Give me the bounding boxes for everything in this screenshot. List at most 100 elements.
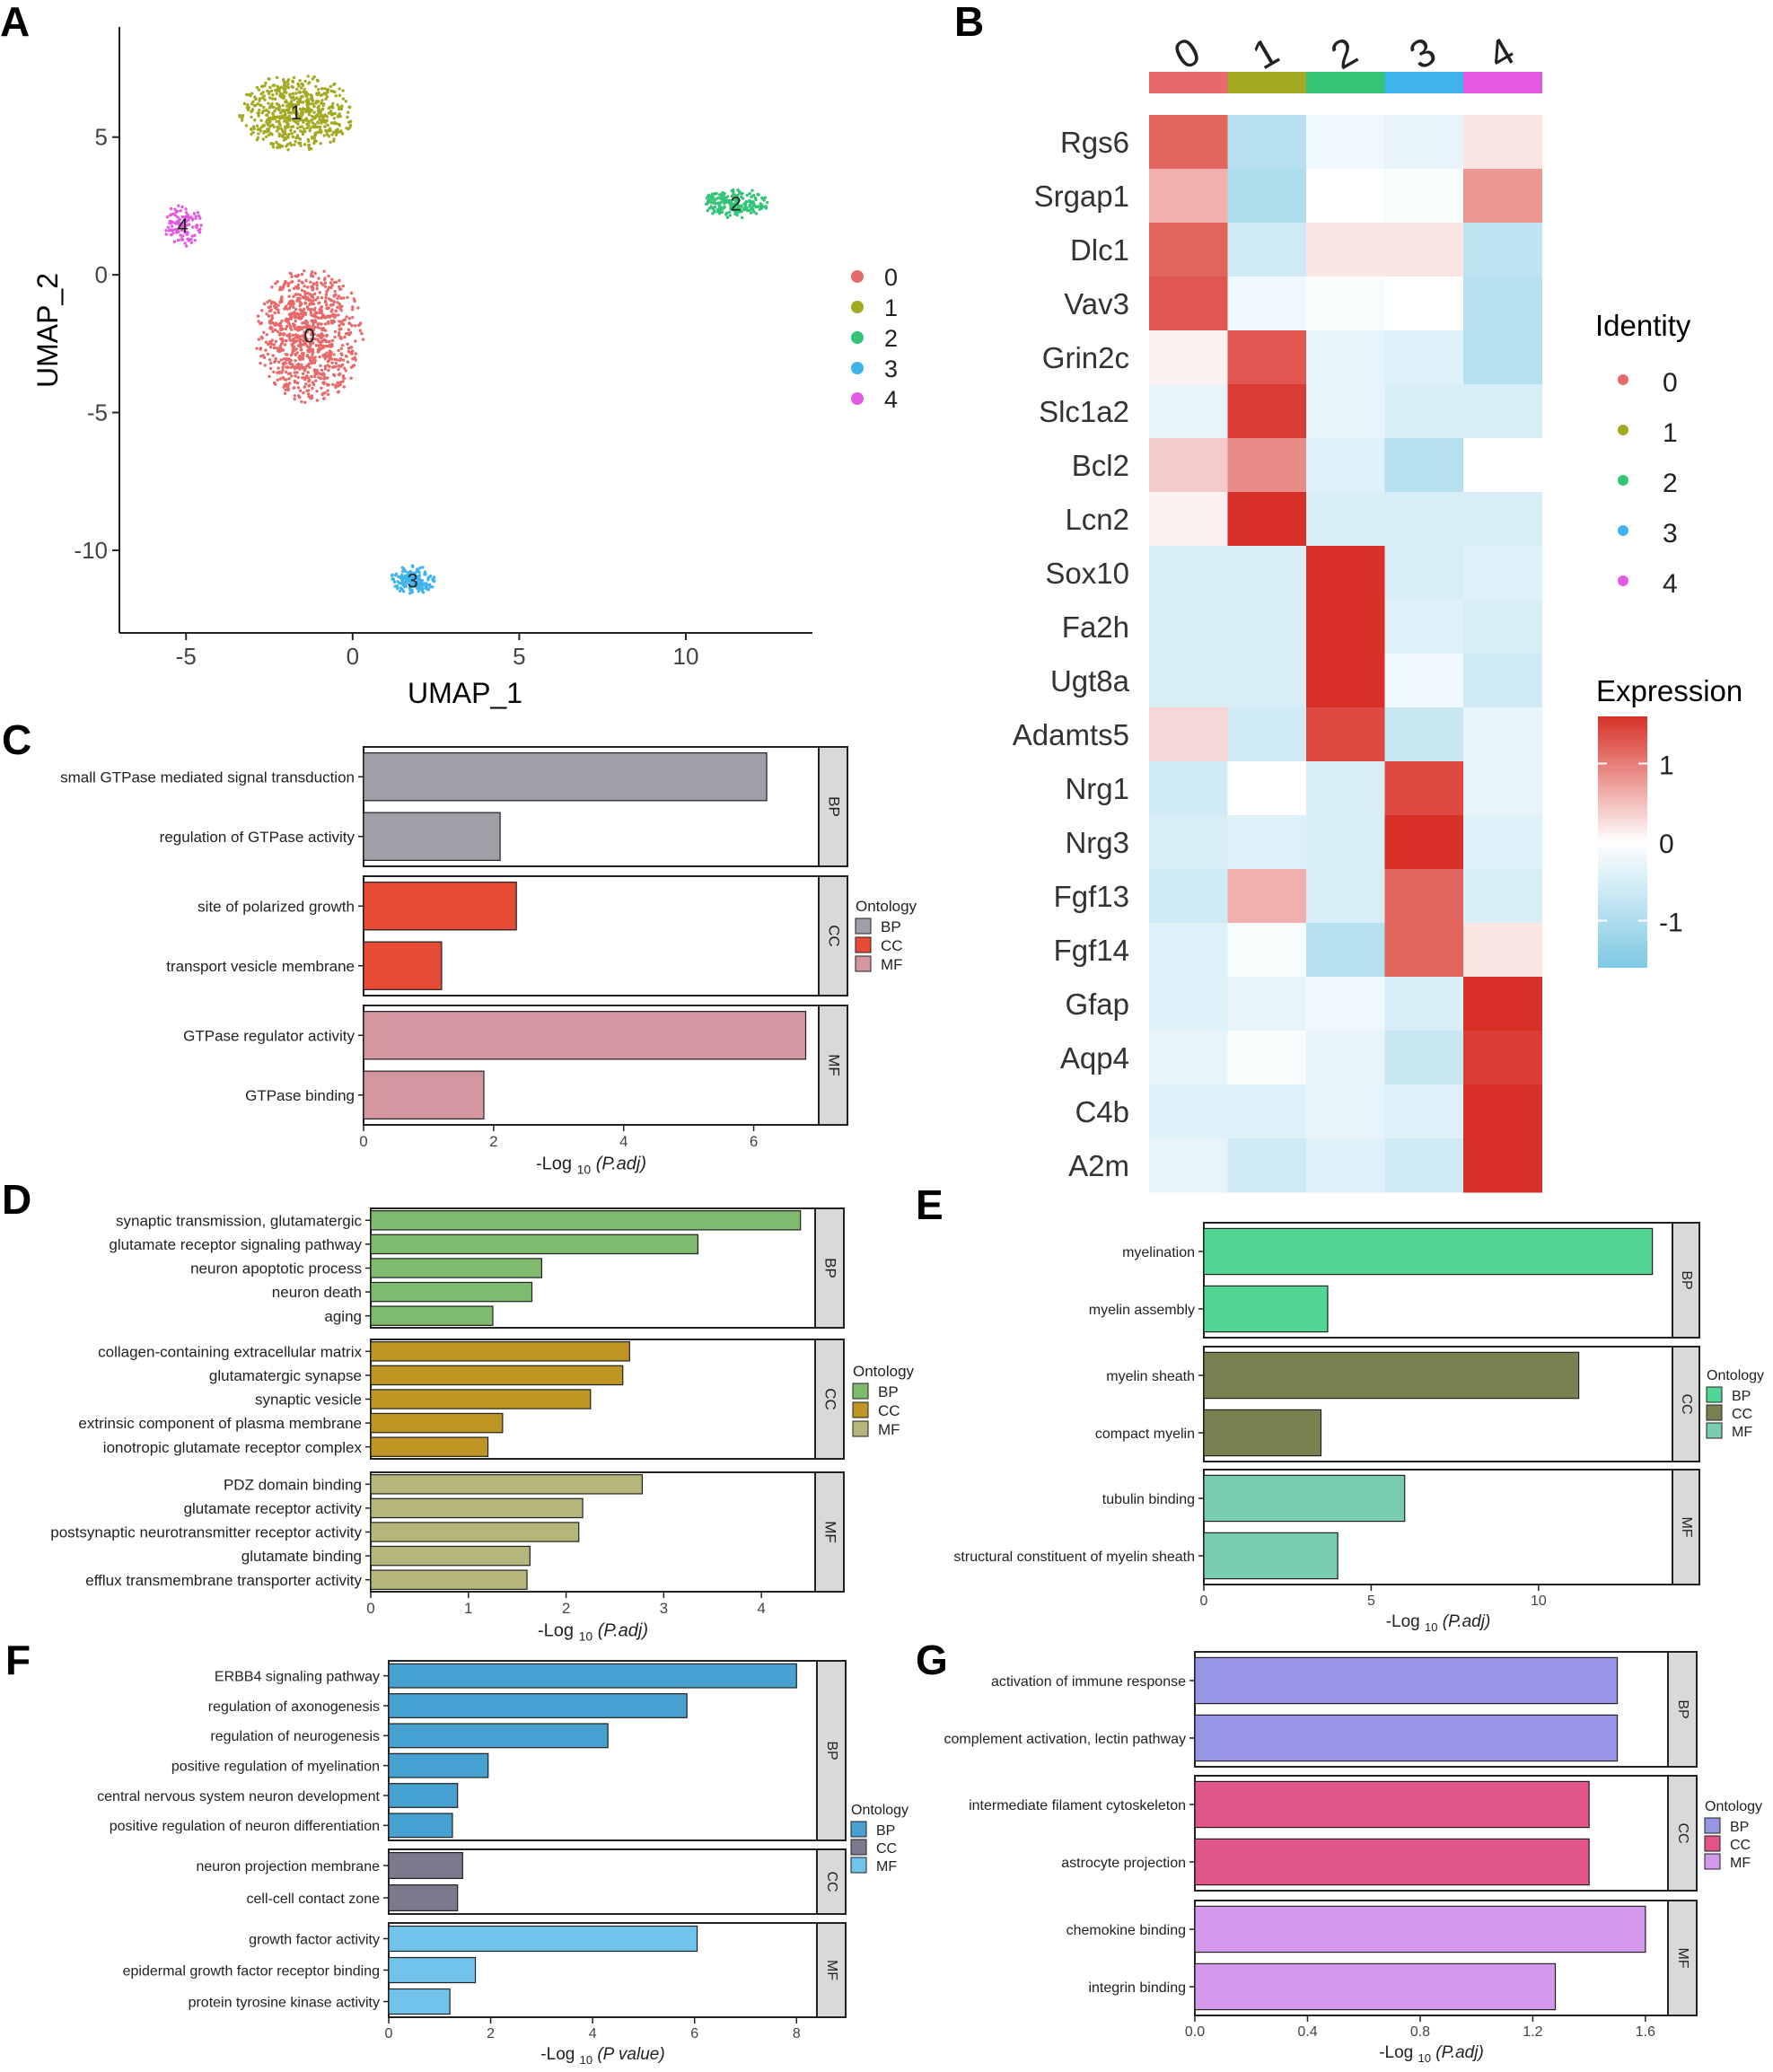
umap-point	[328, 339, 331, 343]
umap-point	[329, 84, 333, 89]
umap-point	[262, 302, 267, 306]
umap-y-tick-label: 5	[95, 124, 108, 151]
heatmap-row-label: Srgap1	[1034, 180, 1129, 213]
umap-point	[283, 119, 286, 123]
umap-point	[338, 381, 343, 384]
umap-point	[277, 322, 281, 326]
umap-point	[334, 280, 338, 285]
heatmap-cell	[1463, 546, 1542, 601]
ontology-legend-swatch	[1704, 1835, 1721, 1852]
umap-point	[344, 100, 347, 103]
go-bar	[363, 941, 443, 990]
heatmap-cell	[1227, 815, 1307, 870]
umap-point	[170, 224, 174, 228]
heatmap-cell	[1384, 330, 1464, 385]
umap-point	[333, 90, 337, 94]
umap-point	[277, 288, 282, 292]
umap-point	[740, 215, 744, 220]
go-bar	[370, 1305, 494, 1326]
umap-point	[329, 128, 332, 133]
ontology-legend-swatch	[1704, 1817, 1721, 1834]
ontology-legend-label: BP	[878, 1383, 899, 1400]
facet-strip-label: BP	[826, 796, 843, 817]
umap-point	[294, 319, 297, 323]
umap-point	[763, 205, 767, 208]
go-bar	[388, 1852, 463, 1880]
umap-point	[284, 125, 287, 128]
umap-point	[273, 311, 276, 315]
umap-point	[268, 91, 271, 94]
facet-strip	[814, 1207, 845, 1329]
umap-point	[267, 101, 270, 106]
umap-point	[320, 344, 325, 347]
go-bar	[1194, 1780, 1590, 1829]
go-term-label: glutamatergic synapse	[209, 1367, 362, 1384]
umap-point	[293, 143, 296, 146]
heatmap-row-label: Lcn2	[1065, 503, 1129, 536]
umap-point	[300, 288, 304, 293]
umap-point	[339, 337, 343, 340]
umap-point	[308, 302, 312, 305]
go-term-label: structural constituent of myelin sheath	[953, 1550, 1195, 1565]
heatmap-cell	[1384, 707, 1464, 762]
umap-point	[728, 199, 732, 203]
umap-point	[266, 122, 269, 126]
facet-strip-label: MF	[1679, 1516, 1694, 1537]
umap-point	[745, 206, 749, 210]
umap-point	[283, 343, 287, 347]
umap-point	[317, 88, 320, 92]
x-axis-label-argument: (P.adj)	[1437, 1612, 1490, 1631]
umap-point	[300, 101, 303, 104]
umap-point	[281, 368, 285, 373]
umap-point	[183, 225, 187, 229]
umap-point	[250, 127, 253, 131]
umap-point	[268, 299, 272, 303]
heatmap-cell	[1149, 384, 1228, 439]
umap-point	[289, 304, 293, 308]
umap-point	[261, 137, 266, 141]
umap-point	[316, 120, 320, 124]
umap-point	[417, 583, 422, 586]
umap-point	[342, 385, 346, 389]
umap-point	[327, 321, 330, 325]
umap-point	[271, 112, 275, 116]
umap-point	[292, 119, 296, 122]
umap-point	[259, 92, 263, 96]
umap-point	[320, 311, 323, 314]
umap-point	[251, 100, 255, 104]
heatmap-cell	[1306, 600, 1385, 654]
umap-point	[311, 125, 315, 128]
umap-point	[304, 322, 308, 326]
umap-point	[303, 294, 307, 298]
umap-point	[276, 127, 280, 130]
umap-point	[176, 215, 180, 219]
umap-point	[319, 364, 322, 367]
umap-point	[198, 216, 202, 220]
umap-point	[392, 580, 397, 584]
umap-point	[287, 114, 291, 119]
umap-point	[270, 316, 275, 320]
umap-point	[751, 204, 755, 207]
umap-point	[267, 342, 270, 347]
umap-point	[275, 107, 278, 110]
umap-point	[312, 328, 316, 332]
umap-point	[341, 89, 345, 92]
umap-point	[716, 196, 720, 199]
umap-point	[312, 299, 315, 303]
umap-point	[323, 299, 328, 303]
umap-point	[287, 312, 292, 316]
umap-point	[277, 135, 281, 138]
umap-point	[354, 339, 357, 343]
umap-point	[325, 306, 329, 311]
go-bar	[1203, 1227, 1654, 1276]
umap-point	[276, 378, 280, 382]
umap-point	[347, 127, 350, 131]
umap-point	[399, 576, 403, 580]
umap-legend-dot	[851, 392, 864, 405]
umap-point	[285, 80, 290, 83]
umap-point	[181, 234, 185, 238]
umap-point	[283, 83, 286, 87]
umap-point	[272, 370, 276, 373]
umap-point	[164, 233, 168, 236]
